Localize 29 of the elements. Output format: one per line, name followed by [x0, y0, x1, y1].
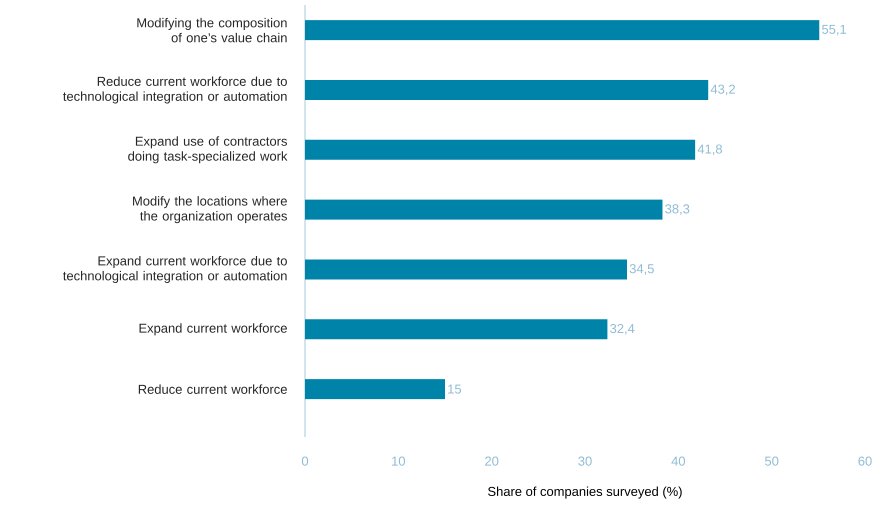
- y-tick-label: Expand current workforce: [140, 323, 287, 336]
- bar: [305, 319, 608, 340]
- y-tick-label: Modifying the composition of one’s value chain: [137, 18, 287, 42]
- bar: [305, 379, 445, 400]
- data-label: 32,4: [610, 324, 634, 335]
- x-tick-label: 20: [485, 456, 498, 466]
- data-label: 15: [448, 384, 462, 394]
- data-label: 41,8: [698, 144, 722, 156]
- y-tick-label: Modify the locations where the organization operates: [133, 196, 287, 224]
- x-tick-label: 40: [671, 456, 686, 466]
- bar: [305, 200, 662, 220]
- y-tick-label: Reduce current workforce: [138, 384, 287, 394]
- data-label: 34,5: [630, 264, 654, 275]
- x-tick-label: 60: [858, 456, 872, 466]
- y-tick-label: Expand use of contractors doing task-specialized work: [128, 136, 288, 164]
- x-tick-label: 30: [578, 456, 592, 466]
- y-tick-label: Expand current workforce due to technological integration or automation: [63, 256, 287, 283]
- x-tick-label: 10: [392, 456, 406, 466]
- data-label: 38,3: [665, 204, 690, 215]
- bar: [305, 80, 708, 100]
- bar: [305, 20, 820, 40]
- data-label: 43,2: [710, 84, 735, 96]
- x-tick-label: 50: [764, 456, 778, 466]
- bar: [305, 259, 628, 280]
- x-axis-title: Share of companies surveyed (%): [488, 486, 682, 499]
- y-tick-label: Reduce current workforce due to technological integration or automation: [63, 76, 287, 104]
- data-label: 55,1: [822, 24, 846, 36]
- bar: [305, 140, 696, 160]
- x-tick-label: 0: [302, 456, 308, 466]
